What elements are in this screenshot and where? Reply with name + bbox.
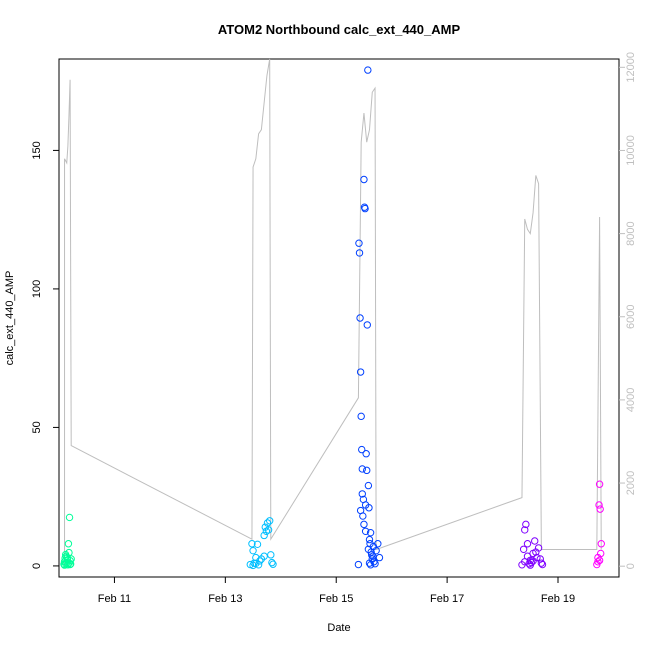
- data-point: [365, 504, 373, 512]
- data-point: [63, 553, 72, 562]
- x-tick-label: Feb 11: [98, 593, 131, 605]
- data-point: [534, 544, 543, 552]
- data-point: [362, 450, 370, 458]
- data-point: [357, 412, 365, 421]
- data-point: [374, 540, 382, 548]
- data-point: [267, 551, 275, 559]
- data-point: [358, 490, 366, 498]
- data-point: [363, 321, 371, 329]
- data-point: [263, 519, 272, 527]
- y2-tick-label: 0: [625, 563, 637, 569]
- data-point: [366, 561, 375, 569]
- data-point: [365, 559, 374, 567]
- data-point: [365, 535, 374, 544]
- x-axis-label: Date: [327, 622, 350, 634]
- data-point: [595, 480, 604, 488]
- data-point: [521, 526, 529, 534]
- chart-title: ATOM2 Northbound calc_ext_440_AMP: [218, 22, 461, 37]
- y2-tick-label: 10000: [625, 135, 637, 166]
- data-point: [360, 175, 368, 184]
- x-tick-label: Feb 17: [430, 593, 464, 605]
- line-series-layer: [64, 58, 602, 567]
- data-point: [595, 501, 603, 509]
- data-point: [361, 204, 369, 213]
- data-point: [356, 314, 364, 322]
- y-axis: 0 50 100 150: [31, 141, 59, 569]
- data-point: [371, 560, 379, 568]
- data-point: [249, 546, 257, 555]
- data-point: [354, 560, 363, 569]
- data-point: [595, 556, 604, 565]
- secondary-y-axis: 0 2000 4000 6000 8000 10000 12000: [619, 52, 637, 569]
- y-tick-label: 50: [31, 421, 43, 433]
- data-point: [538, 560, 547, 569]
- data-point: [260, 552, 268, 560]
- data-point: [597, 540, 605, 548]
- data-point: [366, 528, 375, 537]
- data-point: [66, 560, 74, 569]
- points-layer: [60, 66, 605, 570]
- x-axis: Feb 11 Feb 13 Feb 15 Feb 17 Feb 19: [98, 577, 575, 605]
- data-point: [268, 558, 276, 567]
- data-point: [360, 520, 368, 529]
- x-tick-label: Feb 15: [319, 593, 353, 605]
- plot-area-box: [58, 58, 620, 578]
- data-point: [260, 531, 268, 540]
- data-point: [522, 520, 530, 529]
- data-point: [361, 527, 370, 535]
- data-point: [355, 249, 364, 257]
- y2-tick-label: 2000: [625, 471, 637, 495]
- data-point: [358, 445, 366, 454]
- data-point: [537, 559, 546, 567]
- x-tick-label: Feb 19: [541, 593, 575, 605]
- data-point: [519, 545, 528, 553]
- data-point: [594, 558, 602, 566]
- data-point: [369, 552, 377, 560]
- y-tick-label: 150: [31, 141, 43, 159]
- data-point: [60, 561, 69, 569]
- data-point: [65, 513, 74, 522]
- data-point: [531, 537, 539, 545]
- data-point: [248, 540, 256, 548]
- data-point: [64, 540, 73, 548]
- data-point: [375, 553, 384, 562]
- data-point: [65, 559, 73, 567]
- data-point: [356, 506, 365, 515]
- data-point: [358, 465, 366, 473]
- y2-tick-label: 6000: [625, 305, 637, 329]
- data-point: [364, 545, 373, 553]
- y2-tick-label: 4000: [625, 388, 637, 412]
- data-point: [596, 505, 604, 513]
- data-point: [269, 560, 277, 568]
- y-tick-label: 0: [31, 563, 43, 569]
- data-point: [256, 557, 264, 565]
- data-point: [67, 555, 75, 563]
- data-point: [529, 557, 537, 565]
- data-point: [253, 540, 262, 549]
- data-point: [368, 551, 376, 559]
- data-point: [363, 466, 371, 475]
- data-point: [265, 517, 274, 525]
- data-point: [372, 546, 380, 555]
- data-point: [356, 368, 365, 376]
- data-point: [364, 66, 372, 74]
- y-tick-label: 100: [31, 280, 43, 298]
- x-tick-label: Feb 13: [208, 593, 242, 605]
- data-point: [523, 540, 532, 548]
- y-axis-label: calc_ext_440_AMP: [4, 271, 16, 366]
- secondary-line-series: [64, 58, 602, 567]
- data-point: [355, 239, 363, 247]
- data-point: [264, 526, 273, 534]
- y2-tick-label: 8000: [625, 221, 637, 245]
- data-point: [597, 549, 605, 558]
- data-point: [252, 559, 260, 568]
- data-point: [364, 481, 373, 490]
- y2-tick-label: 12000: [625, 52, 637, 83]
- data-point: [523, 552, 532, 560]
